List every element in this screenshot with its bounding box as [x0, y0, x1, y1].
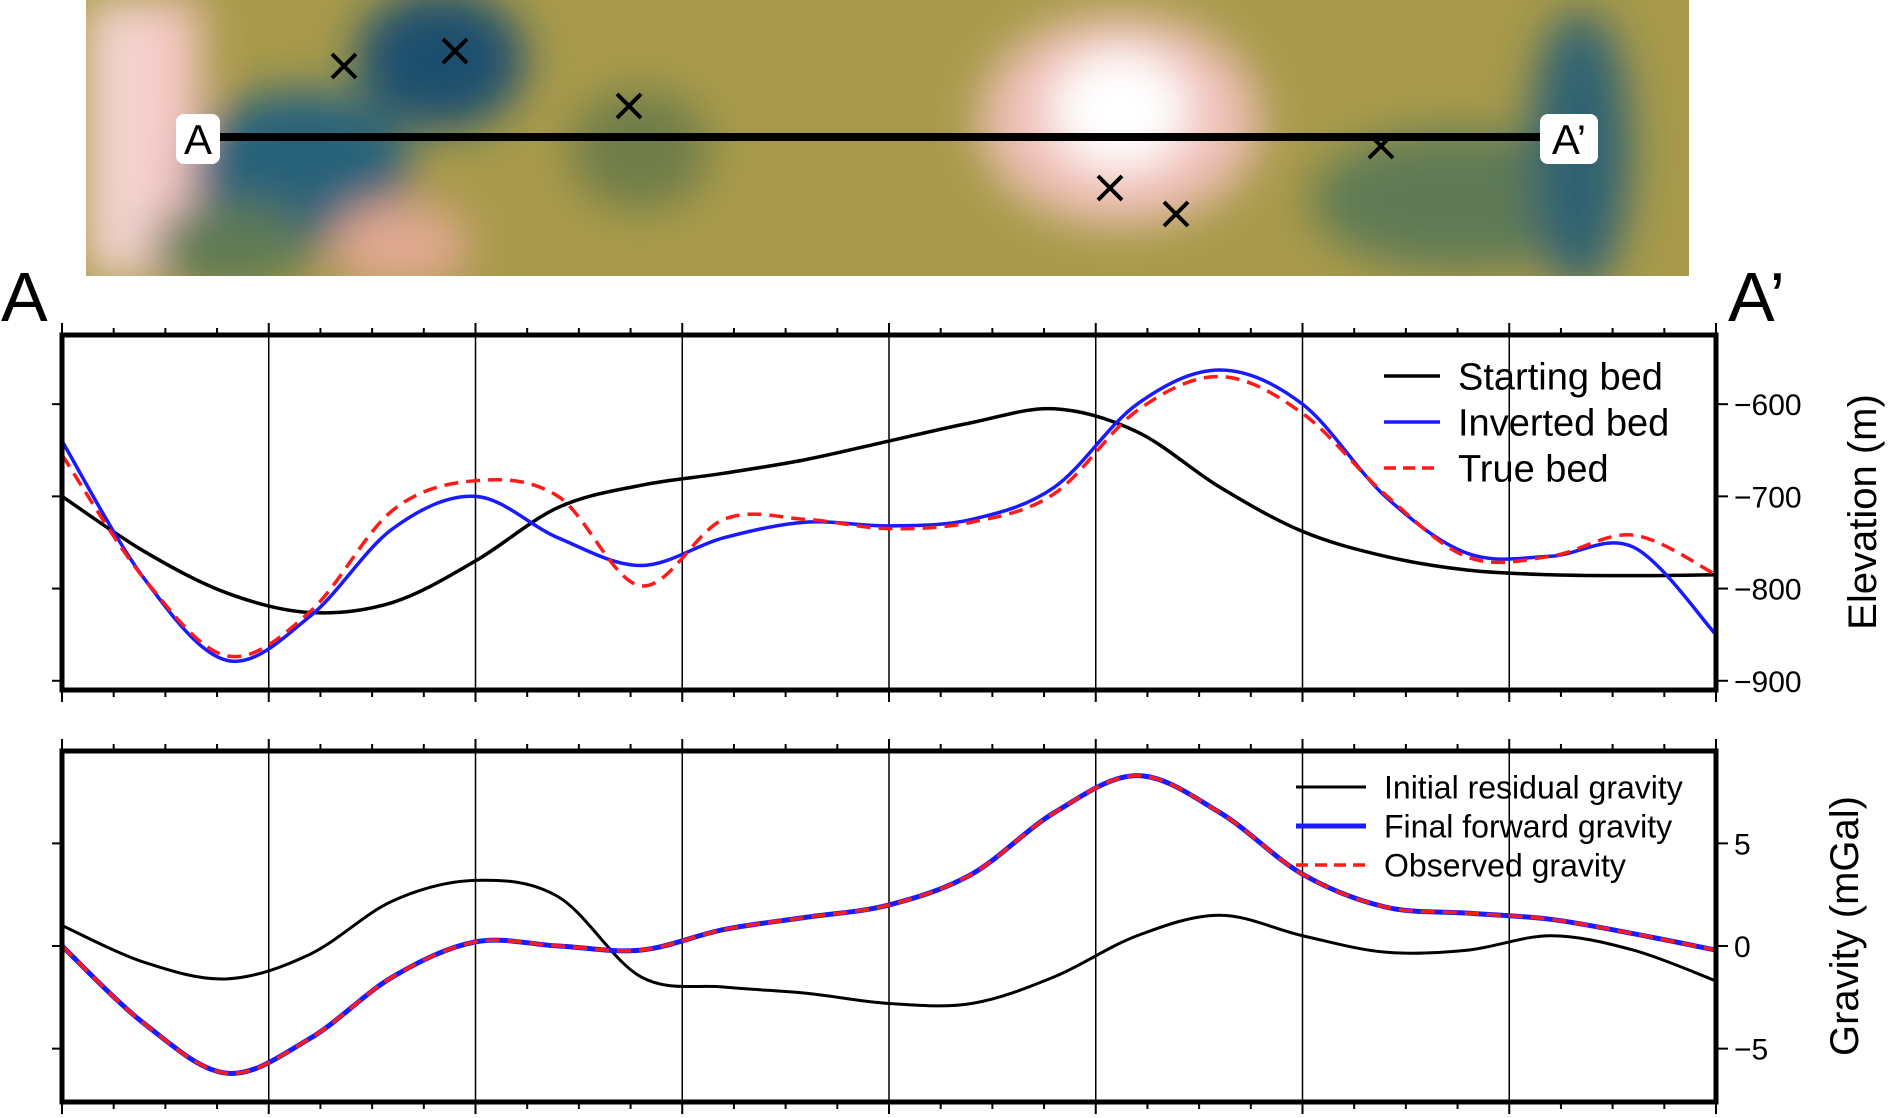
station-markers — [330, 37, 1395, 228]
series-line — [62, 878, 1716, 1008]
y-tick-label: −700 — [1734, 481, 1802, 514]
legend-label: True bed — [1458, 449, 1609, 491]
map-panel: A A’ — [86, 0, 1689, 276]
legend-label: Observed gravity — [1384, 848, 1626, 884]
section-end-label: A’ — [1728, 258, 1785, 336]
station-marker — [330, 52, 358, 80]
elevation-panel: −600 −700 −800 −900 Elevation (m) Starting … — [52, 323, 1885, 702]
legend-label: Starting bed — [1458, 357, 1663, 399]
profile-start-box — [176, 114, 220, 164]
y-tick-label: −600 — [1734, 389, 1802, 422]
legend-label: Initial residual gravity — [1384, 770, 1683, 806]
section-start-label: A — [1, 258, 48, 336]
profile-end-box — [1540, 114, 1598, 164]
gravity-axis-label: Gravity (mGal) — [1823, 796, 1867, 1056]
y-tick-label: 0 — [1734, 931, 1751, 964]
series-line — [62, 374, 1716, 659]
y-tick-label: −900 — [1734, 666, 1802, 699]
series-line — [62, 773, 1716, 1076]
map-anomalies — [86, 0, 1630, 276]
profile-end-label: A’ — [1552, 116, 1586, 163]
elevation-ticks: −600 −700 −800 −900 — [52, 323, 1802, 702]
legend-label: Final forward gravity — [1384, 809, 1672, 845]
station-marker — [615, 92, 643, 120]
y-tick-label: 5 — [1734, 828, 1751, 861]
profile-start-label: A — [184, 116, 212, 163]
station-marker — [441, 37, 469, 65]
elevation-axis-label: Elevation (m) — [1841, 394, 1885, 630]
elevation-gridlines — [268, 335, 1510, 690]
station-marker — [1162, 200, 1190, 228]
gravity-gridlines — [268, 751, 1510, 1102]
gravity-panel: 5 0 −5 Gravity (mGal) Initial residual gra… — [52, 739, 1867, 1114]
y-tick-label: −800 — [1734, 574, 1802, 607]
series-line — [62, 406, 1716, 615]
y-tick-label: −5 — [1734, 1034, 1768, 1067]
station-marker — [1367, 132, 1395, 160]
legend-label: Inverted bed — [1458, 403, 1669, 445]
gravity-series — [62, 773, 1716, 1076]
series-line — [62, 368, 1716, 664]
gravity-ticks: 5 0 −5 — [52, 739, 1768, 1114]
elevation-series — [62, 368, 1716, 664]
station-marker — [1096, 174, 1124, 202]
